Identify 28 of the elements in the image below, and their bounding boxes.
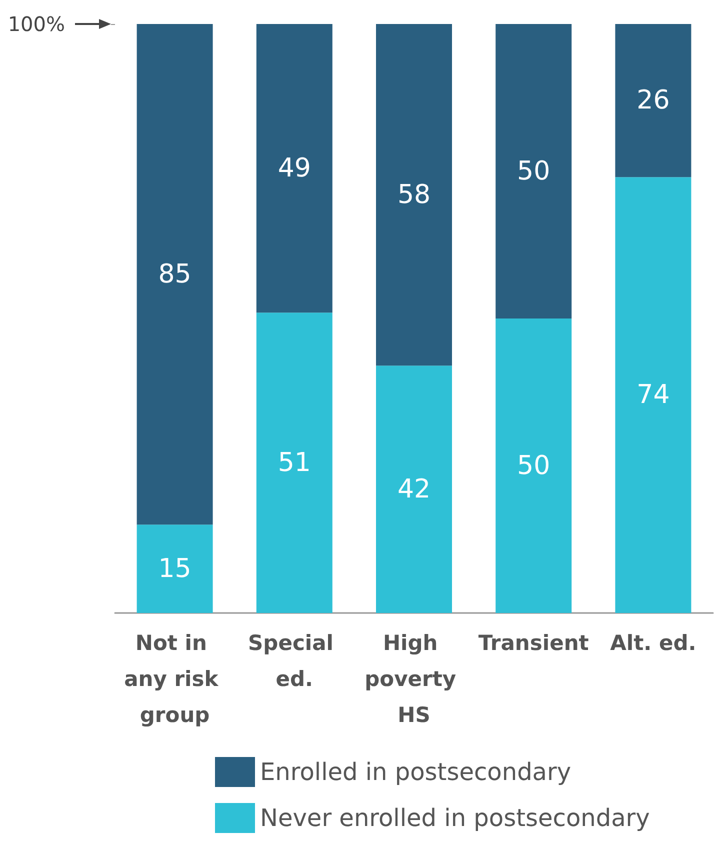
- data-label: 51: [278, 448, 311, 478]
- data-label: 49: [278, 153, 311, 184]
- legend-label: Enrolled in postsecondary: [260, 758, 572, 786]
- bar: [376, 24, 452, 366]
- bar: [615, 177, 692, 613]
- data-label: 74: [636, 380, 670, 410]
- y-tick-label: 100%: [8, 12, 65, 36]
- bar: [136, 24, 213, 525]
- data-label: 50: [517, 450, 550, 481]
- data-label: 58: [397, 180, 431, 210]
- bar: [496, 24, 572, 318]
- x-tick-label: Not in any risk group: [124, 631, 226, 727]
- bar: [256, 312, 332, 613]
- x-tick-label: Special ed.: [248, 631, 341, 691]
- data-label: 50: [517, 156, 550, 186]
- bar: [136, 524, 213, 613]
- bar: [496, 318, 572, 613]
- data-label: 42: [397, 474, 431, 504]
- data-label: 26: [636, 86, 670, 116]
- data-label: 15: [158, 554, 192, 584]
- x-tick-label: Alt. ed.: [610, 631, 696, 655]
- bar: [376, 366, 452, 613]
- x-tick-label: Transient: [478, 631, 589, 655]
- bar: [615, 24, 692, 178]
- legend-label: Never enrolled in postsecondary: [260, 804, 650, 832]
- bar: [256, 24, 332, 313]
- data-label: 85: [158, 259, 192, 290]
- x-tick-label: High poverty HS: [364, 631, 464, 727]
